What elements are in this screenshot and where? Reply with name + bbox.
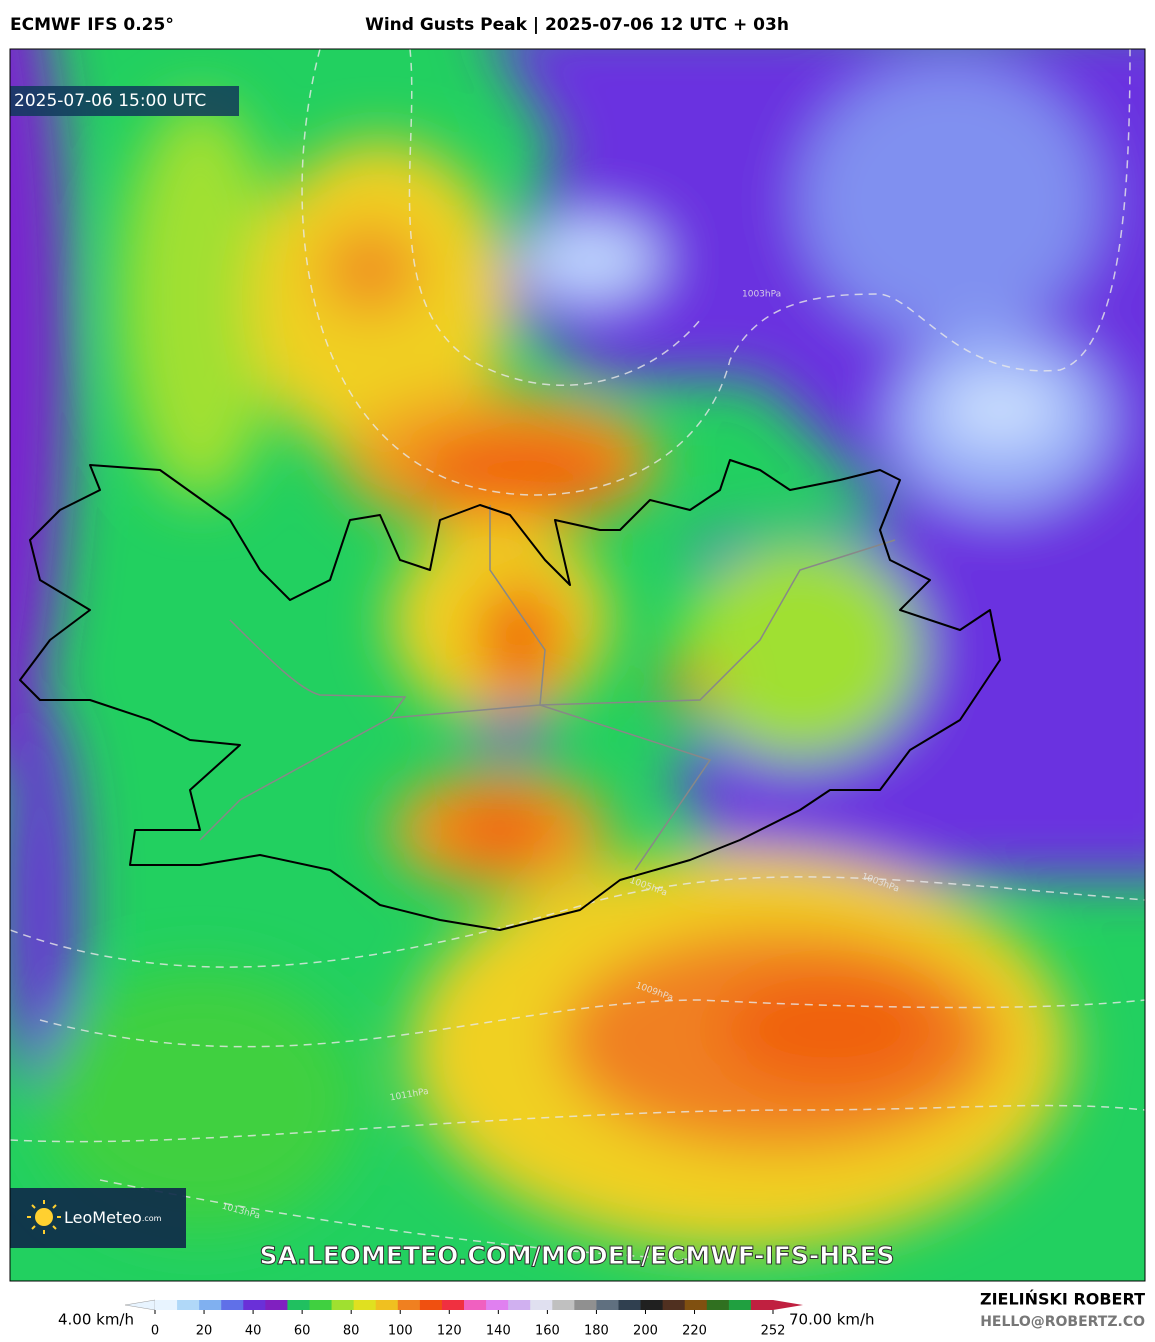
colorbar-segment <box>464 1300 487 1310</box>
source-url: SA.LEOMETEO.COM/MODEL/ECMWF-IFS-HRES <box>259 1241 894 1270</box>
colorbar-segment <box>728 1300 752 1310</box>
colorbar-segment <box>353 1300 377 1310</box>
colorbar-tick-label: 20 <box>196 1324 213 1339</box>
coastline <box>19 459 1001 931</box>
map-title: Wind Gusts Peak | 2025-07-06 12 UTC + 03… <box>365 15 789 35</box>
colorbar-segment <box>486 1300 509 1310</box>
colorbar-tick-label: 252 <box>761 1324 786 1339</box>
colorbar: 0 20 40 60 80 100 120 140 160 180 200 220 252 <box>124 1299 803 1339</box>
colorbar-tick-label: 0 <box>151 1324 159 1339</box>
colorbar-extend-low <box>124 1299 156 1311</box>
colorbar-segment <box>309 1300 333 1310</box>
colorbar-segment <box>530 1300 553 1310</box>
colorbar-segment <box>552 1300 575 1310</box>
logo-text: LeoMeteo.com <box>64 1208 162 1227</box>
borders <box>199 505 896 871</box>
colorbar-tick-label: 60 <box>294 1324 311 1339</box>
colorbar-tick-label: 220 <box>682 1324 707 1339</box>
colorbar-segment <box>574 1300 597 1310</box>
map: 1003hPa 1003hPa 1005hPa 1009hPa 1011hPa … <box>10 49 1145 1281</box>
colorbar-tick-label: 120 <box>437 1324 462 1339</box>
colorbar-tick-label: 200 <box>633 1324 658 1339</box>
colorbar-segment <box>706 1300 730 1310</box>
logo-suffix: .com <box>142 1214 162 1223</box>
colorbar-segment <box>287 1300 310 1310</box>
colorbar-segment <box>177 1300 200 1310</box>
colorbar-segment <box>419 1300 443 1310</box>
colorbar-segment <box>265 1300 288 1310</box>
colorbar-tick-label: 160 <box>535 1324 560 1339</box>
colorbar-extend-high <box>773 1300 803 1310</box>
colorbar-segment <box>397 1300 421 1310</box>
logo-name: LeoMeteo <box>64 1208 142 1227</box>
colorbar-tick-label: 180 <box>584 1324 609 1339</box>
colorbar-segment <box>662 1300 686 1310</box>
colorbar-tick-label: 100 <box>388 1324 413 1339</box>
colorbar-segment <box>640 1300 664 1310</box>
model-name: ECMWF IFS 0.25° <box>10 15 174 35</box>
logo-rays <box>27 1200 61 1234</box>
colorbar-segment <box>221 1300 244 1310</box>
timestamp-box <box>10 86 239 116</box>
colorbar-segment <box>441 1300 465 1310</box>
colorbar-segment <box>508 1300 531 1310</box>
colorbar-segment <box>331 1300 355 1310</box>
email: HELLO@ROBERTZ.CO <box>980 1314 1145 1330</box>
colorbar-tick-label: 80 <box>343 1324 360 1339</box>
colorbar-segment <box>199 1300 222 1310</box>
isobar-label: 1003hPa <box>742 290 781 300</box>
colorbar-segment <box>243 1300 266 1310</box>
wind-field <box>10 49 1145 1250</box>
colorbar-tick-label: 140 <box>486 1324 511 1339</box>
colorbar-segment <box>596 1300 619 1310</box>
colorbar-segment <box>375 1300 399 1310</box>
colorbar-segment <box>684 1300 708 1310</box>
map-frame <box>9 48 1146 1282</box>
timestamp: 2025-07-06 15:00 UTC <box>14 91 206 111</box>
colorbar-min-label: 4.00 km/h <box>58 1311 134 1329</box>
colorbar-segment <box>750 1300 774 1310</box>
colorbar-tick-label: 40 <box>245 1324 262 1339</box>
author: ZIELIŃSKI ROBERT <box>980 1290 1145 1309</box>
logo-sun <box>35 1208 53 1226</box>
colorbar-segment <box>618 1300 642 1310</box>
colorbar-segment <box>155 1300 178 1310</box>
colorbar-max-label: 70.00 km/h <box>789 1311 875 1329</box>
